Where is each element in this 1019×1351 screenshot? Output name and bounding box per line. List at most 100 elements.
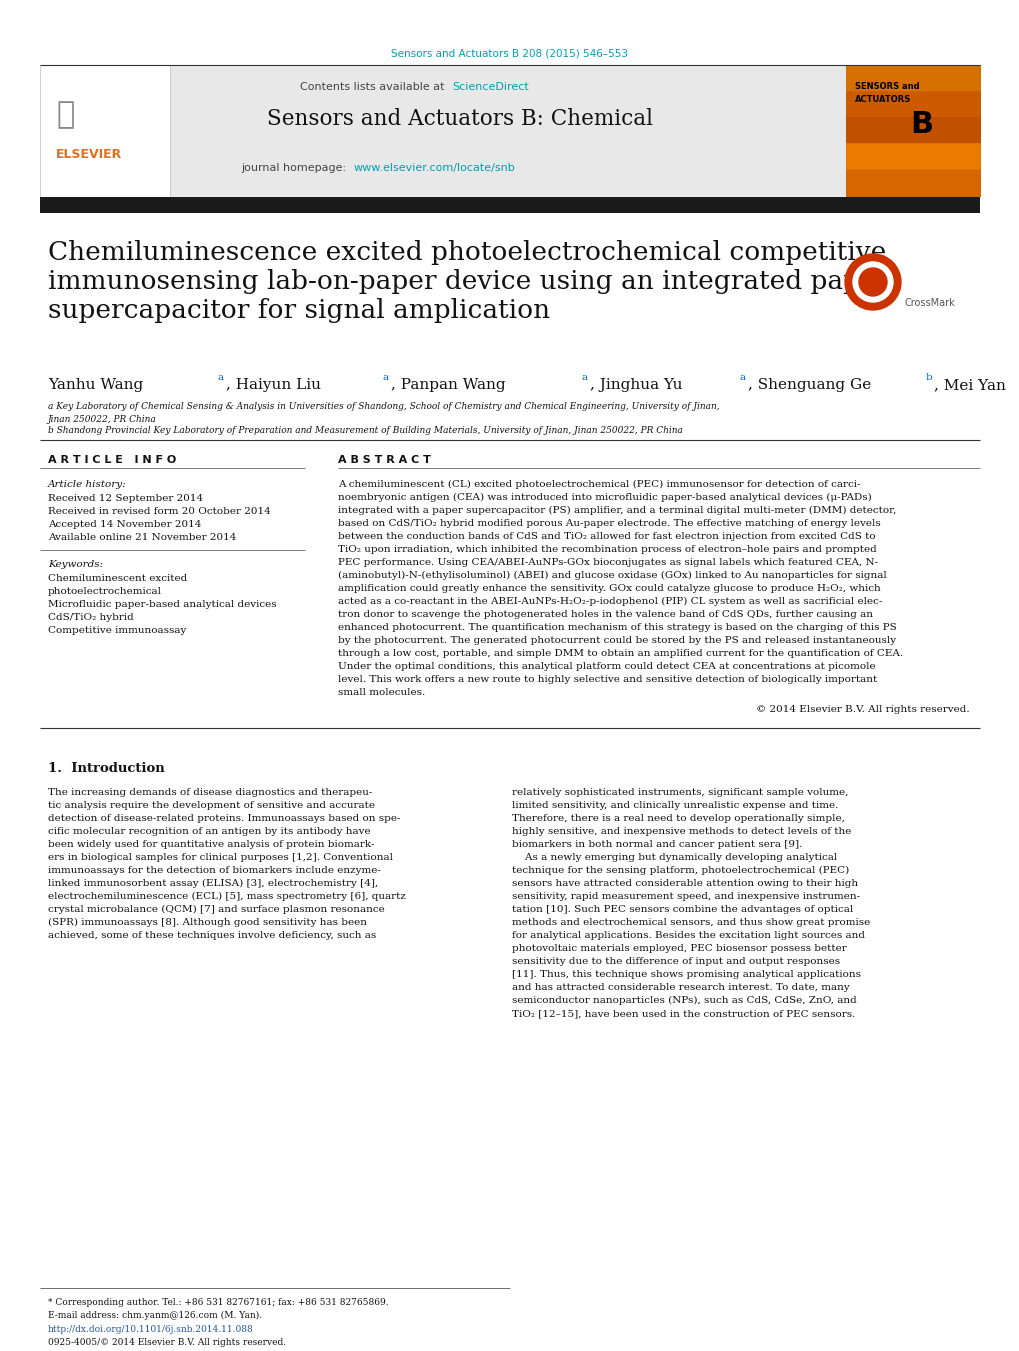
Text: biomarkers in both normal and cancer patient sera [9].: biomarkers in both normal and cancer pat…	[512, 840, 802, 848]
Text: level. This work offers a new route to highly selective and sensitive detection : level. This work offers a new route to h…	[337, 676, 876, 684]
Text: 1.  Introduction: 1. Introduction	[48, 762, 165, 775]
Text: A R T I C L E   I N F O: A R T I C L E I N F O	[48, 455, 176, 465]
Text: Therefore, there is a real need to develop operationally simple,: Therefore, there is a real need to devel…	[512, 815, 844, 823]
Text: b Shandong Provincial Key Laboratory of Preparation and Measurement of Building : b Shandong Provincial Key Laboratory of …	[48, 426, 682, 435]
Text: amplification could greatly enhance the sensitivity. GOx could catalyze glucose : amplification could greatly enhance the …	[337, 584, 879, 593]
Text: , Haiyun Liu: , Haiyun Liu	[226, 378, 321, 392]
Text: achieved, some of these techniques involve deficiency, such as: achieved, some of these techniques invol…	[48, 931, 376, 940]
Text: highly sensitive, and inexpensive methods to detect levels of the: highly sensitive, and inexpensive method…	[512, 827, 851, 836]
Text: (SPR) immunoassays [8]. Although good sensitivity has been: (SPR) immunoassays [8]. Although good se…	[48, 917, 367, 927]
Text: Article history:: Article history:	[48, 480, 126, 489]
FancyBboxPatch shape	[71, 65, 845, 197]
Text: technique for the sensing platform, photoelectrochemical (PEC): technique for the sensing platform, phot…	[512, 866, 849, 875]
Text: Accepted 14 November 2014: Accepted 14 November 2014	[48, 520, 201, 530]
Text: tic analysis require the development of sensitive and accurate: tic analysis require the development of …	[48, 801, 375, 811]
Text: Keywords:: Keywords:	[48, 561, 103, 569]
Text: , Panpan Wang: , Panpan Wang	[390, 378, 505, 392]
Text: photoelectrochemical: photoelectrochemical	[48, 586, 162, 596]
Text: E-mail address: chm.yanm@126.com (M. Yan).: E-mail address: chm.yanm@126.com (M. Yan…	[48, 1310, 262, 1320]
Text: a Key Laboratory of Chemical Sensing & Analysis in Universities of Shandong, Sch: a Key Laboratory of Chemical Sensing & A…	[48, 403, 719, 411]
Text: methods and electrochemical sensors, and thus show great promise: methods and electrochemical sensors, and…	[512, 917, 869, 927]
Text: enhanced photocurrent. The quantification mechanism of this strategy is based on: enhanced photocurrent. The quantificatio…	[337, 623, 896, 632]
Text: a: a	[382, 373, 388, 382]
Text: Received 12 September 2014: Received 12 September 2014	[48, 494, 203, 503]
Text: b: b	[925, 373, 931, 382]
Text: Microfluidic paper-based analytical devices: Microfluidic paper-based analytical devi…	[48, 600, 276, 609]
Text: © 2014 Elsevier B.V. All rights reserved.: © 2014 Elsevier B.V. All rights reserved…	[756, 705, 969, 713]
Text: Jinan 250022, PR China: Jinan 250022, PR China	[48, 415, 157, 424]
Text: and has attracted considerable research interest. To date, many: and has attracted considerable research …	[512, 984, 849, 992]
Text: Yanhu Wang: Yanhu Wang	[48, 378, 143, 392]
Text: www.elsevier.com/locate/snb: www.elsevier.com/locate/snb	[354, 163, 516, 173]
Text: Received in revised form 20 October 2014: Received in revised form 20 October 2014	[48, 507, 270, 516]
FancyBboxPatch shape	[40, 197, 979, 213]
Text: , Shenguang Ge: , Shenguang Ge	[747, 378, 870, 392]
Text: based on CdS/TiO₂ hybrid modified porous Au-paper electrode. The effective match: based on CdS/TiO₂ hybrid modified porous…	[337, 519, 879, 528]
FancyBboxPatch shape	[40, 65, 170, 197]
Text: As a newly emerging but dynamically developing analytical: As a newly emerging but dynamically deve…	[512, 852, 837, 862]
Text: cific molecular recognition of an antigen by its antibody have: cific molecular recognition of an antige…	[48, 827, 370, 836]
Text: Contents lists available at: Contents lists available at	[300, 82, 447, 92]
Text: sensors have attracted considerable attention owing to their high: sensors have attracted considerable atte…	[512, 880, 857, 888]
Text: Chemiluminescence excited photoelectrochemical competitive
immunosensing lab-on-: Chemiluminescence excited photoelectroch…	[48, 240, 888, 323]
Text: 0925-4005/© 2014 Elsevier B.V. All rights reserved.: 0925-4005/© 2014 Elsevier B.V. All right…	[48, 1337, 286, 1347]
Text: for analytical applications. Besides the excitation light sources and: for analytical applications. Besides the…	[512, 931, 864, 940]
Text: journal homepage:: journal homepage:	[242, 163, 350, 173]
Text: http://dx.doi.org/10.1101/6j.snb.2014.11.088: http://dx.doi.org/10.1101/6j.snb.2014.11…	[48, 1325, 254, 1333]
Circle shape	[852, 262, 892, 303]
Text: B: B	[909, 109, 932, 139]
Text: [11]. Thus, this technique shows promising analytical applications: [11]. Thus, this technique shows promisi…	[512, 970, 860, 979]
Text: The increasing demands of disease diagnostics and therapeu-: The increasing demands of disease diagno…	[48, 788, 372, 797]
Text: small molecules.: small molecules.	[337, 688, 425, 697]
Text: TiO₂ [12–15], have been used in the construction of PEC sensors.: TiO₂ [12–15], have been used in the cons…	[512, 1009, 855, 1019]
Text: photovoltaic materials employed, PEC biosensor possess better: photovoltaic materials employed, PEC bio…	[512, 944, 846, 952]
Text: tron donor to scavenge the photogenerated holes in the valence band of CdS QDs, : tron donor to scavenge the photogenerate…	[337, 611, 872, 619]
Text: linked immunosorbent assay (ELISA) [3], electrochemistry [4],: linked immunosorbent assay (ELISA) [3], …	[48, 880, 378, 888]
Text: Competitive immunoassay: Competitive immunoassay	[48, 626, 186, 635]
FancyBboxPatch shape	[845, 65, 980, 92]
Circle shape	[844, 254, 900, 309]
Text: 🌳: 🌳	[56, 100, 74, 128]
Text: (aminobutyl)-N-(ethylisoluminol) (ABEI) and glucose oxidase (GOx) linked to Au n: (aminobutyl)-N-(ethylisoluminol) (ABEI) …	[337, 571, 886, 580]
Text: A chemiluminescent (CL) excited photoelectrochemical (PEC) immunosensor for dete: A chemiluminescent (CL) excited photoele…	[337, 480, 860, 489]
Text: a: a	[218, 373, 224, 382]
Text: Chemiluminescent excited: Chemiluminescent excited	[48, 574, 187, 584]
Text: a: a	[739, 373, 745, 382]
Circle shape	[858, 267, 887, 296]
Text: , Mei Yan: , Mei Yan	[933, 378, 1005, 392]
FancyBboxPatch shape	[845, 91, 980, 118]
Text: been widely used for quantitative analysis of protein biomark-: been widely used for quantitative analys…	[48, 840, 374, 848]
Text: A B S T R A C T: A B S T R A C T	[337, 455, 430, 465]
Text: Under the optimal conditions, this analytical platform could detect CEA at conce: Under the optimal conditions, this analy…	[337, 662, 874, 671]
Text: immunoassays for the detection of biomarkers include enzyme-: immunoassays for the detection of biomar…	[48, 866, 380, 875]
Text: through a low cost, portable, and simple DMM to obtain an amplified current for : through a low cost, portable, and simple…	[337, 648, 902, 658]
Text: limited sensitivity, and clinically unrealistic expense and time.: limited sensitivity, and clinically unre…	[512, 801, 838, 811]
Text: between the conduction bands of CdS and TiO₂ allowed for fast electron injection: between the conduction bands of CdS and …	[337, 532, 874, 540]
Text: PEC performance. Using CEA/ABEI-AuNPs-GOx bioconjugates as signal labels which f: PEC performance. Using CEA/ABEI-AuNPs-GO…	[337, 558, 877, 567]
Text: by the photocurrent. The generated photocurrent could be stored by the PS and re: by the photocurrent. The generated photo…	[337, 636, 896, 644]
Text: CrossMark: CrossMark	[904, 299, 955, 308]
Text: Sensors and Actuators B: Chemical: Sensors and Actuators B: Chemical	[267, 108, 652, 130]
Text: acted as a co-reactant in the ABEI-AuNPs-H₂O₂-p-iodophenol (PIP) CL system as we: acted as a co-reactant in the ABEI-AuNPs…	[337, 597, 881, 607]
FancyBboxPatch shape	[845, 143, 980, 170]
Text: relatively sophisticated instruments, significant sample volume,: relatively sophisticated instruments, si…	[512, 788, 848, 797]
Text: sensitivity due to the difference of input and output responses: sensitivity due to the difference of inp…	[512, 957, 840, 966]
Text: detection of disease-related proteins. Immunoassays based on spe-: detection of disease-related proteins. I…	[48, 815, 400, 823]
Text: electrochemiluminescence (ECL) [5], mass spectrometry [6], quartz: electrochemiluminescence (ECL) [5], mass…	[48, 892, 406, 901]
Text: ELSEVIER: ELSEVIER	[56, 149, 122, 161]
Text: integrated with a paper supercapacitor (PS) amplifier, and a terminal digital mu: integrated with a paper supercapacitor (…	[337, 507, 896, 515]
Text: , Jinghua Yu: , Jinghua Yu	[589, 378, 682, 392]
Text: crystal microbalance (QCM) [7] and surface plasmon resonance: crystal microbalance (QCM) [7] and surfa…	[48, 905, 384, 915]
Text: noembryonic antigen (CEA) was introduced into microfluidic paper-based analytica: noembryonic antigen (CEA) was introduced…	[337, 493, 871, 503]
Text: sensitivity, rapid measurement speed, and inexpensive instrumen-: sensitivity, rapid measurement speed, an…	[512, 892, 859, 901]
Text: semiconductor nanoparticles (NPs), such as CdS, CdSe, ZnO, and: semiconductor nanoparticles (NPs), such …	[512, 996, 856, 1005]
FancyBboxPatch shape	[845, 65, 980, 197]
Text: TiO₂ upon irradiation, which inhibited the recombination process of electron–hol: TiO₂ upon irradiation, which inhibited t…	[337, 544, 876, 554]
FancyBboxPatch shape	[845, 118, 980, 145]
Text: SENSORS and: SENSORS and	[854, 82, 919, 91]
Text: ACTUATORS: ACTUATORS	[854, 95, 910, 104]
Text: Sensors and Actuators B 208 (2015) 546–553: Sensors and Actuators B 208 (2015) 546–5…	[391, 49, 628, 58]
Text: Available online 21 November 2014: Available online 21 November 2014	[48, 534, 236, 542]
Text: a: a	[582, 373, 588, 382]
FancyBboxPatch shape	[845, 169, 980, 196]
